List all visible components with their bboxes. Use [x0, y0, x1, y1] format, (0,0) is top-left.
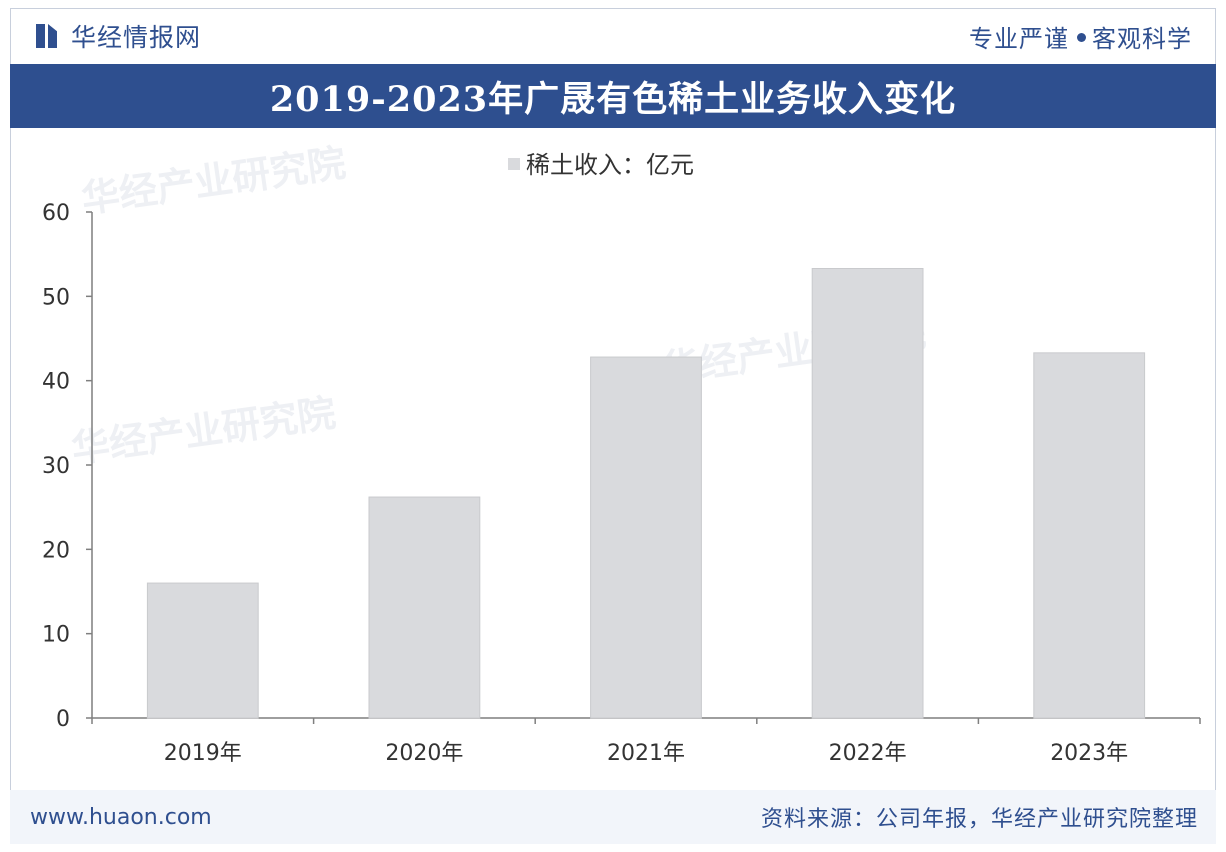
header: 华经情报网 专业严谨 客观科学: [10, 8, 1216, 64]
y-tick-label: 0: [56, 707, 70, 732]
y-tick-label: 60: [42, 201, 70, 226]
title-band: 2019-2023年广晟有色稀土业务收入变化: [10, 64, 1216, 128]
source-note: 资料来源：公司年报，华经产业研究院整理: [760, 807, 1198, 832]
legend-label: 稀土收入：亿元: [526, 151, 694, 179]
x-tick-label: 2023年: [1050, 741, 1128, 766]
y-tick-label: 30: [42, 454, 70, 479]
x-tick-label: 2020年: [385, 741, 463, 766]
bar: [146, 582, 259, 719]
y-tick-label: 40: [42, 370, 70, 395]
slogan: 专业严谨 客观科学: [969, 19, 1192, 54]
slogan-left: 专业严谨: [969, 24, 1069, 53]
bar: [1033, 352, 1146, 719]
legend: 稀土收入：亿元: [508, 151, 694, 179]
bars: [146, 268, 1146, 719]
legend-swatch: [508, 158, 520, 170]
brand[interactable]: 华经情报网: [36, 18, 201, 54]
x-tick-label: 2019年: [164, 741, 242, 766]
tick-labels: 0 10 20 30 40 50 60 2019年 2020年 2021年 2022年 2023年: [42, 201, 1128, 766]
website-link[interactable]: www.huaon.com: [30, 804, 212, 830]
brand-name: 华经情报网: [71, 23, 202, 52]
bar: [368, 496, 481, 719]
bullet-dot-icon: [1077, 33, 1086, 42]
bar: [811, 268, 924, 719]
bar: [590, 356, 702, 719]
slogan-right: 客观科学: [1092, 24, 1192, 53]
x-tick-label: 2022年: [829, 741, 907, 766]
chart-title: 2019-2023年广晟有色稀土业务收入变化: [269, 78, 957, 120]
footer: www.huaon.com 资料来源：公司年报，华经产业研究院整理: [10, 790, 1216, 844]
y-tick-label: 10: [42, 623, 70, 648]
y-tick-label: 50: [42, 285, 70, 310]
y-tick-label: 20: [42, 538, 70, 563]
x-tick-label: 2021年: [607, 741, 685, 766]
brand-logo-icon: [36, 24, 57, 48]
